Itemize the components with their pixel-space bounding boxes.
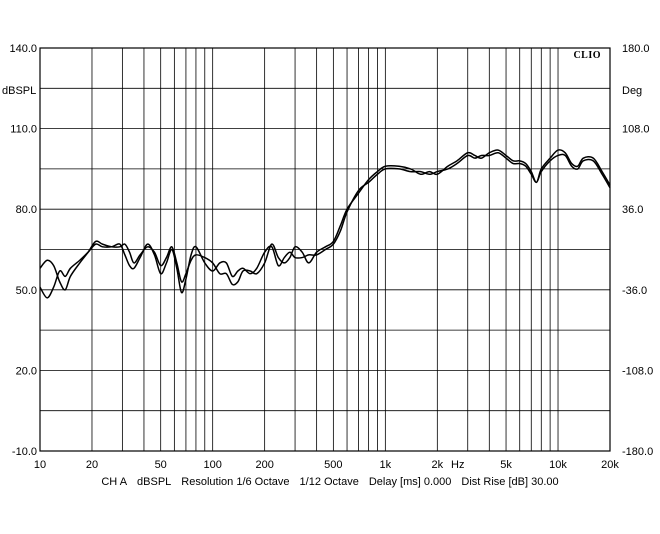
x-tick-label: 2k [432, 459, 444, 471]
response-curve-1 [39, 149, 611, 291]
right-axis-ticks: 180.0 108.0 36.0 -36.0 -108.0 -180.0 [622, 43, 653, 458]
x-axis-unit: Hz [451, 459, 464, 471]
response-curve-2 [39, 151, 611, 299]
x-axis-ticks: 10 20 50 100 200 500 1k 2k 5k 10k 20k [34, 459, 619, 471]
right-tick-label: -180.0 [622, 446, 653, 458]
x-tick-label: 20k [601, 459, 619, 471]
left-tick-label: -10.0 [12, 446, 37, 458]
left-tick-label: 140.0 [9, 43, 37, 55]
right-axis-unit: Deg [622, 85, 642, 97]
plot-frame [39, 47, 611, 452]
left-axis-unit: dBSPL [2, 85, 36, 97]
right-tick-label: 36.0 [622, 204, 643, 216]
x-tick-label: 10k [549, 459, 567, 471]
brand-label: CLIO [573, 50, 601, 61]
right-tick-label: -108.0 [622, 365, 653, 377]
unit-label: dBSPL [137, 476, 172, 488]
x-tick-label: 5k [500, 459, 512, 471]
left-tick-label: 20.0 [16, 365, 37, 377]
left-axis-ticks: 140.0 110.0 80.0 50.0 20.0 -10.0 [9, 43, 37, 458]
x-tick-label: 100 [203, 459, 221, 471]
delay-label: Delay [ms] 0.000 [368, 476, 452, 488]
x-tick-label: 1k [380, 459, 392, 471]
right-tick-label: 180.0 [622, 43, 650, 55]
curves [39, 149, 611, 299]
smoothing-label: 1/12 Octave [299, 476, 359, 488]
x-tick-label: 500 [324, 459, 342, 471]
x-tick-label: 20 [86, 459, 98, 471]
measurement-info-footer: CH A dBSPL Resolution 1/6 Octave 1/12 Octav… [0, 476, 660, 488]
resolution-label: Resolution 1/6 Octave [181, 476, 290, 488]
left-tick-label: 110.0 [10, 124, 37, 136]
x-tick-label: 200 [255, 459, 273, 471]
x-tick-label: 50 [155, 459, 167, 471]
x-tick-label: 10 [34, 459, 46, 471]
channel-label: CH A [101, 476, 128, 488]
left-tick-label: 50.0 [16, 285, 37, 297]
grid [40, 48, 611, 451]
right-tick-label: 108.0 [622, 124, 650, 136]
dist-rise-label: Dist Rise [dB] 30.00 [461, 476, 559, 488]
right-tick-label: -36.0 [622, 285, 647, 297]
left-tick-label: 80.0 [16, 204, 37, 216]
